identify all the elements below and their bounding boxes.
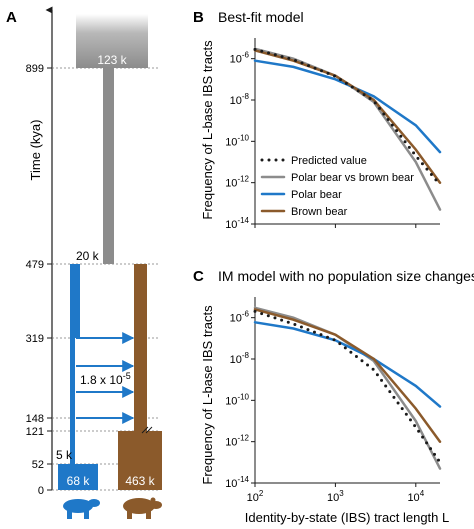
time-tick-label: 479 bbox=[26, 259, 44, 271]
y-tick-label: 10-10 bbox=[225, 133, 249, 148]
panel-b-label: B bbox=[193, 9, 204, 26]
polar-branch-upper bbox=[70, 264, 80, 338]
y-tick-label: 10-8 bbox=[230, 351, 250, 366]
series-line-polar-bear-vs-brown-bear bbox=[253, 306, 442, 470]
y-tick-label: 10-6 bbox=[230, 51, 250, 66]
brown-break-mark-b bbox=[145, 426, 153, 434]
brown-popsize-label: 463 k bbox=[125, 474, 155, 488]
time-tick-label: 319 bbox=[26, 333, 44, 345]
legend-label: Polar bear vs brown bear bbox=[291, 172, 414, 184]
x-tick-label: 103 bbox=[327, 489, 344, 504]
series-line-polar-bear bbox=[253, 59, 442, 154]
panel-c-y-axis-label: Frequency of L-base IBS tracts bbox=[200, 305, 215, 485]
y-tick-label: 10-8 bbox=[230, 92, 250, 107]
series-line-polar-bear-vs-brown-bear bbox=[253, 47, 442, 211]
y-tick-label: 10-6 bbox=[230, 310, 250, 325]
polar-popsize-label: 68 k bbox=[67, 474, 91, 488]
legend-label: Predicted value bbox=[291, 155, 367, 167]
panel-b-title: Best-fit model bbox=[218, 9, 304, 25]
brown-bear-icon bbox=[123, 497, 162, 519]
time-tick-label: 0 bbox=[38, 485, 44, 497]
time-tick-label: 52 bbox=[32, 459, 44, 471]
time-tick-label: 148 bbox=[26, 413, 44, 425]
ancestral-popsize-label: 123 k bbox=[97, 53, 127, 67]
panel-a-label: A bbox=[6, 9, 17, 26]
polar-founder-popsize-label: 5 k bbox=[56, 448, 73, 462]
brown-population-block bbox=[118, 431, 162, 490]
panel-b-plot: 10-6 10-8 10-10 10-12 10-14 bbox=[225, 38, 442, 231]
panel-b-y-axis-label: Frequency of L-base IBS tracts bbox=[200, 40, 215, 220]
y-tick-label: 10-14 bbox=[225, 475, 249, 490]
polar-bear-icon bbox=[63, 499, 100, 519]
bottleneck-branch bbox=[103, 68, 114, 264]
ancestral-population-block bbox=[76, 14, 148, 68]
time-axis-label: Time (kya) bbox=[28, 120, 43, 181]
panel-c-label: C bbox=[193, 268, 204, 285]
x-tick-label: 102 bbox=[247, 489, 264, 504]
time-tick-label: 899 bbox=[26, 63, 44, 75]
series-line-brown-bear bbox=[253, 49, 442, 184]
time-tick-label: 121 bbox=[26, 426, 44, 438]
y-tick-label: 10-14 bbox=[225, 216, 249, 231]
y-tick-label: 10-10 bbox=[225, 392, 249, 407]
panel-c-title: IM model with no population size changes bbox=[218, 268, 474, 284]
bottleneck-popsize-label: 20 k bbox=[76, 249, 100, 263]
series-line-brown-bear bbox=[253, 308, 442, 443]
migration-rate-label: 1.8 x 10-5 bbox=[80, 371, 131, 387]
polar-population-block bbox=[58, 464, 98, 490]
polar-branch-founder bbox=[70, 338, 75, 464]
legend-label: Polar bear bbox=[291, 189, 342, 201]
legend: Predicted value Polar bear vs brown bear P… bbox=[260, 155, 414, 218]
x-axis-label: Identity-by-state (IBS) tract length L bbox=[245, 510, 449, 525]
y-tick-label: 10-12 bbox=[225, 175, 249, 190]
brown-break-mark-a bbox=[141, 426, 149, 434]
y-tick-label: 10-12 bbox=[225, 434, 249, 449]
x-tick-label: 104 bbox=[407, 489, 424, 504]
brown-branch bbox=[134, 264, 147, 431]
panel-c: C IM model with no population size chang… bbox=[193, 268, 474, 504]
series-line-predicted-value bbox=[253, 309, 442, 464]
series-line-polar-bear bbox=[253, 321, 442, 408]
legend-label: Brown bear bbox=[291, 206, 348, 218]
